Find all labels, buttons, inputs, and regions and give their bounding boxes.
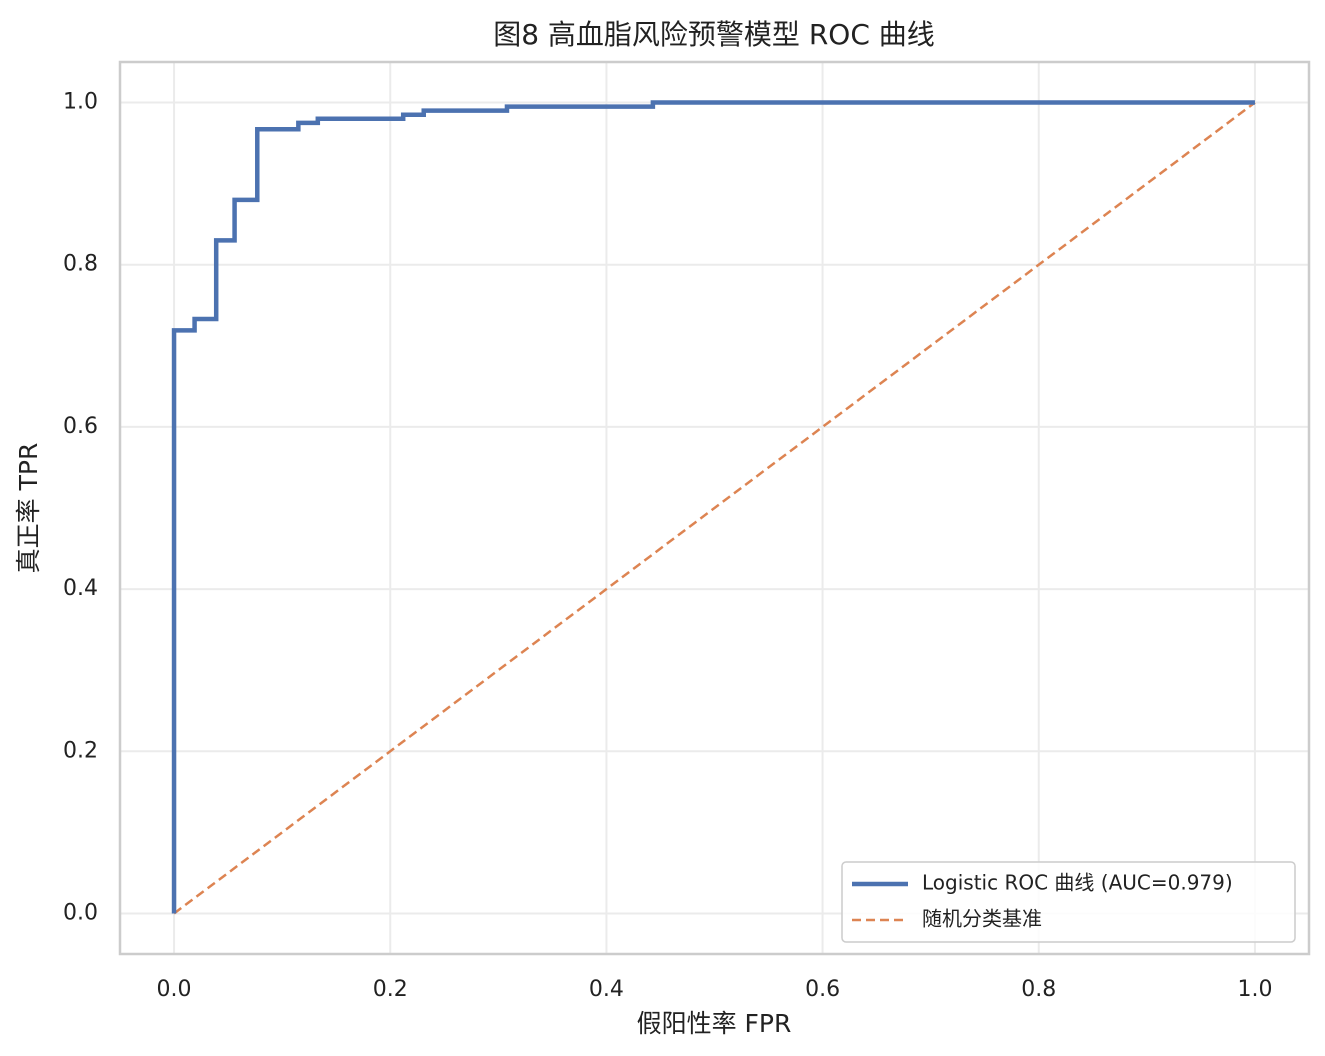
- legend-label: Logistic ROC 曲线 (AUC=0.979): [922, 871, 1233, 895]
- y-tick-label: 0.0: [63, 900, 98, 925]
- y-tick-label: 0.4: [63, 576, 98, 601]
- x-tick-label: 0.0: [157, 977, 192, 1002]
- plot-frame: [118, 60, 1311, 956]
- x-tick-label: 0.6: [805, 977, 840, 1002]
- y-axis-label: 真正率 TPR: [14, 443, 43, 574]
- x-axis-label: 假阳性率 FPR: [637, 1009, 792, 1038]
- line-series: [171, 100, 1255, 914]
- y-tick-label: 0.8: [63, 252, 98, 277]
- line-series: [173, 101, 1256, 915]
- x-tick-label: 0.8: [1021, 977, 1056, 1002]
- legend-label: 随机分类基准: [922, 907, 1042, 931]
- x-tick-label: 0.4: [589, 977, 624, 1002]
- chart-title: 图8 高血脂风险预警模型 ROC 曲线: [493, 18, 935, 51]
- y-tick-label: 0.2: [63, 738, 98, 763]
- x-tick-label: 0.2: [373, 977, 408, 1002]
- y-tick-label: 1.0: [63, 90, 98, 115]
- legend-box: [841, 861, 1296, 943]
- x-tick-label: 1.0: [1237, 977, 1272, 1002]
- y-tick-label: 0.6: [63, 414, 98, 439]
